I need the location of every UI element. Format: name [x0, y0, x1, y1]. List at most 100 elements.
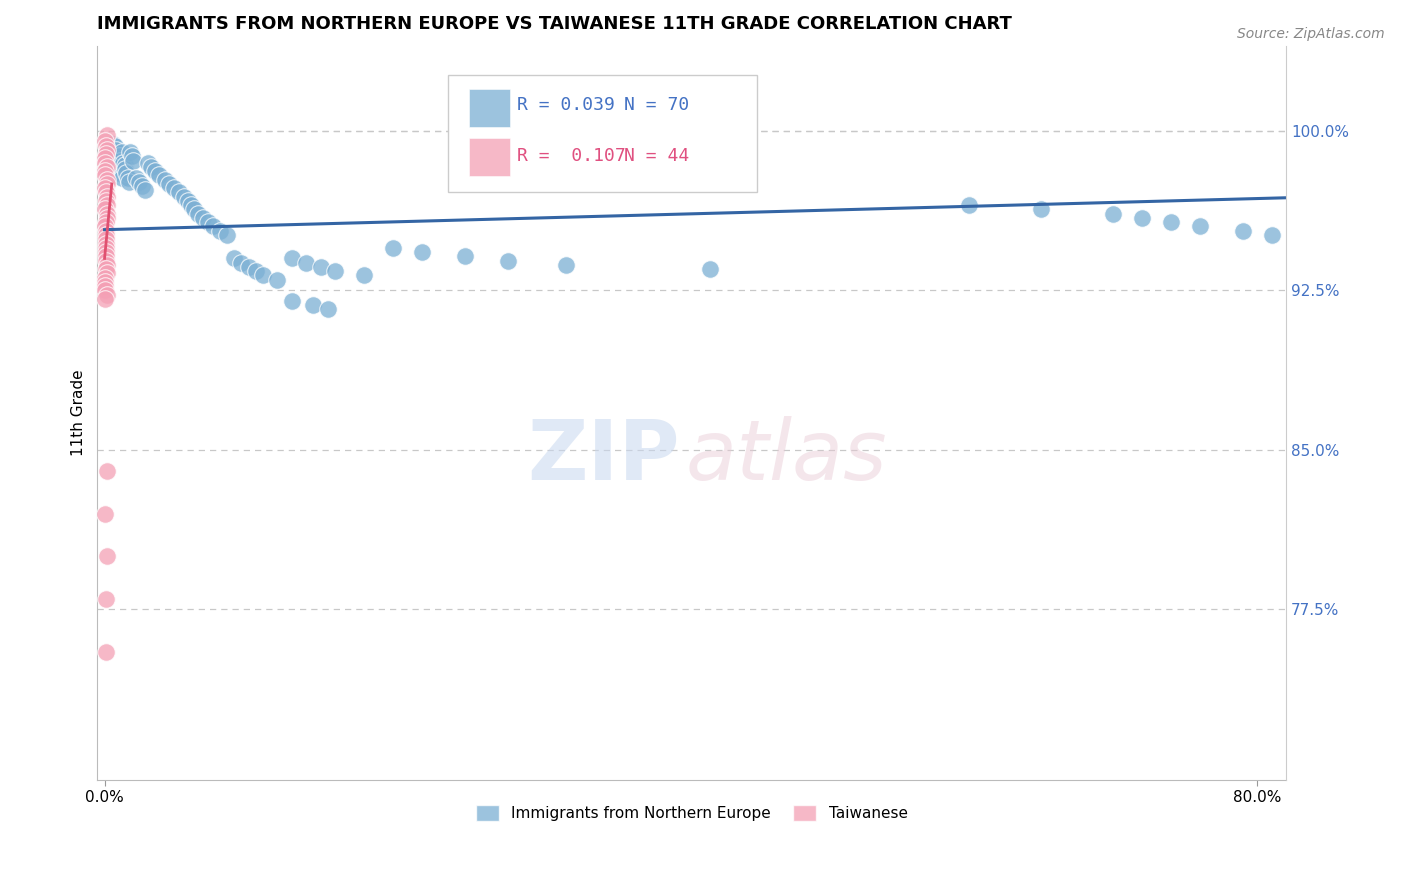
Point: [957, 198, 980, 212]
Point: [309, 260, 332, 274]
Point: [120, 145, 142, 159]
Text: R = 0.039: R = 0.039: [517, 96, 614, 114]
Point: [122, 153, 145, 168]
FancyBboxPatch shape: [449, 75, 756, 193]
Y-axis label: 11th Grade: 11th Grade: [72, 369, 86, 456]
Point: [96, 287, 118, 301]
Point: [118, 175, 141, 189]
Point: [100, 145, 122, 159]
Point: [252, 268, 274, 283]
Point: [153, 172, 176, 186]
Point: [411, 245, 433, 260]
Point: [94, 202, 117, 217]
Point: [96, 266, 118, 280]
Text: Source: ZipAtlas.com: Source: ZipAtlas.com: [1237, 27, 1385, 41]
Point: [238, 260, 260, 274]
Point: [1160, 215, 1182, 229]
Point: [96, 549, 118, 564]
Point: [316, 302, 339, 317]
Point: [94, 507, 117, 521]
Point: [180, 198, 202, 212]
Point: [134, 183, 156, 197]
Point: [323, 264, 346, 278]
Point: [139, 160, 162, 174]
Point: [96, 253, 118, 268]
Point: [94, 245, 117, 260]
Point: [173, 190, 195, 204]
Point: [96, 211, 118, 225]
Point: [93, 135, 115, 149]
Point: [208, 224, 231, 238]
Point: [112, 155, 135, 169]
Point: [94, 215, 117, 229]
Point: [111, 170, 134, 185]
Point: [554, 258, 576, 272]
Point: [96, 160, 118, 174]
Point: [197, 215, 219, 229]
Point: [245, 264, 267, 278]
Point: [121, 149, 143, 163]
Point: [114, 158, 136, 172]
Point: [143, 164, 166, 178]
Point: [224, 252, 246, 266]
Point: [96, 258, 118, 272]
Point: [94, 275, 117, 289]
Point: [177, 194, 200, 208]
Point: [103, 136, 125, 151]
Point: [187, 207, 209, 221]
Point: [1102, 207, 1125, 221]
Point: [163, 181, 186, 195]
Point: [1232, 224, 1254, 238]
Text: IMMIGRANTS FROM NORTHERN EUROPE VS TAIWANESE 11TH GRADE CORRELATION CHART: IMMIGRANTS FROM NORTHERN EUROPE VS TAIWA…: [97, 15, 1012, 33]
Point: [108, 149, 131, 163]
Point: [353, 268, 375, 283]
Point: [94, 186, 117, 200]
Point: [114, 162, 136, 177]
Point: [94, 152, 117, 166]
Point: [94, 262, 117, 277]
Point: [94, 147, 117, 161]
Point: [94, 270, 117, 285]
FancyBboxPatch shape: [470, 89, 510, 127]
Point: [94, 283, 117, 297]
Point: [96, 138, 118, 153]
Point: [96, 207, 118, 221]
Point: [96, 143, 118, 157]
Point: [96, 172, 118, 186]
Point: [96, 198, 118, 212]
Point: [96, 249, 118, 263]
Text: N = 70: N = 70: [624, 96, 689, 114]
Point: [125, 170, 148, 185]
Point: [110, 153, 132, 168]
Point: [266, 273, 288, 287]
Point: [96, 464, 118, 478]
Point: [169, 186, 191, 200]
Point: [96, 194, 118, 208]
Point: [96, 645, 118, 659]
Point: [148, 169, 170, 183]
Point: [94, 591, 117, 606]
Point: [281, 252, 304, 266]
Point: [699, 262, 721, 277]
Point: [93, 181, 115, 195]
Point: [191, 211, 214, 225]
Point: [157, 177, 180, 191]
Point: [94, 155, 117, 169]
Point: [104, 138, 127, 153]
Point: [94, 279, 117, 293]
Point: [108, 166, 131, 180]
Point: [281, 293, 304, 308]
Point: [302, 298, 325, 312]
Point: [94, 164, 117, 178]
Point: [131, 179, 153, 194]
Point: [381, 241, 404, 255]
Point: [183, 202, 205, 217]
Point: [96, 177, 118, 191]
Point: [1130, 211, 1153, 225]
Text: atlas: atlas: [686, 417, 887, 497]
Point: [105, 143, 128, 157]
Text: N = 44: N = 44: [624, 147, 689, 166]
Point: [94, 236, 117, 251]
Legend: Immigrants from Northern Europe, Taiwanese: Immigrants from Northern Europe, Taiwane…: [470, 799, 914, 827]
Point: [96, 241, 118, 255]
